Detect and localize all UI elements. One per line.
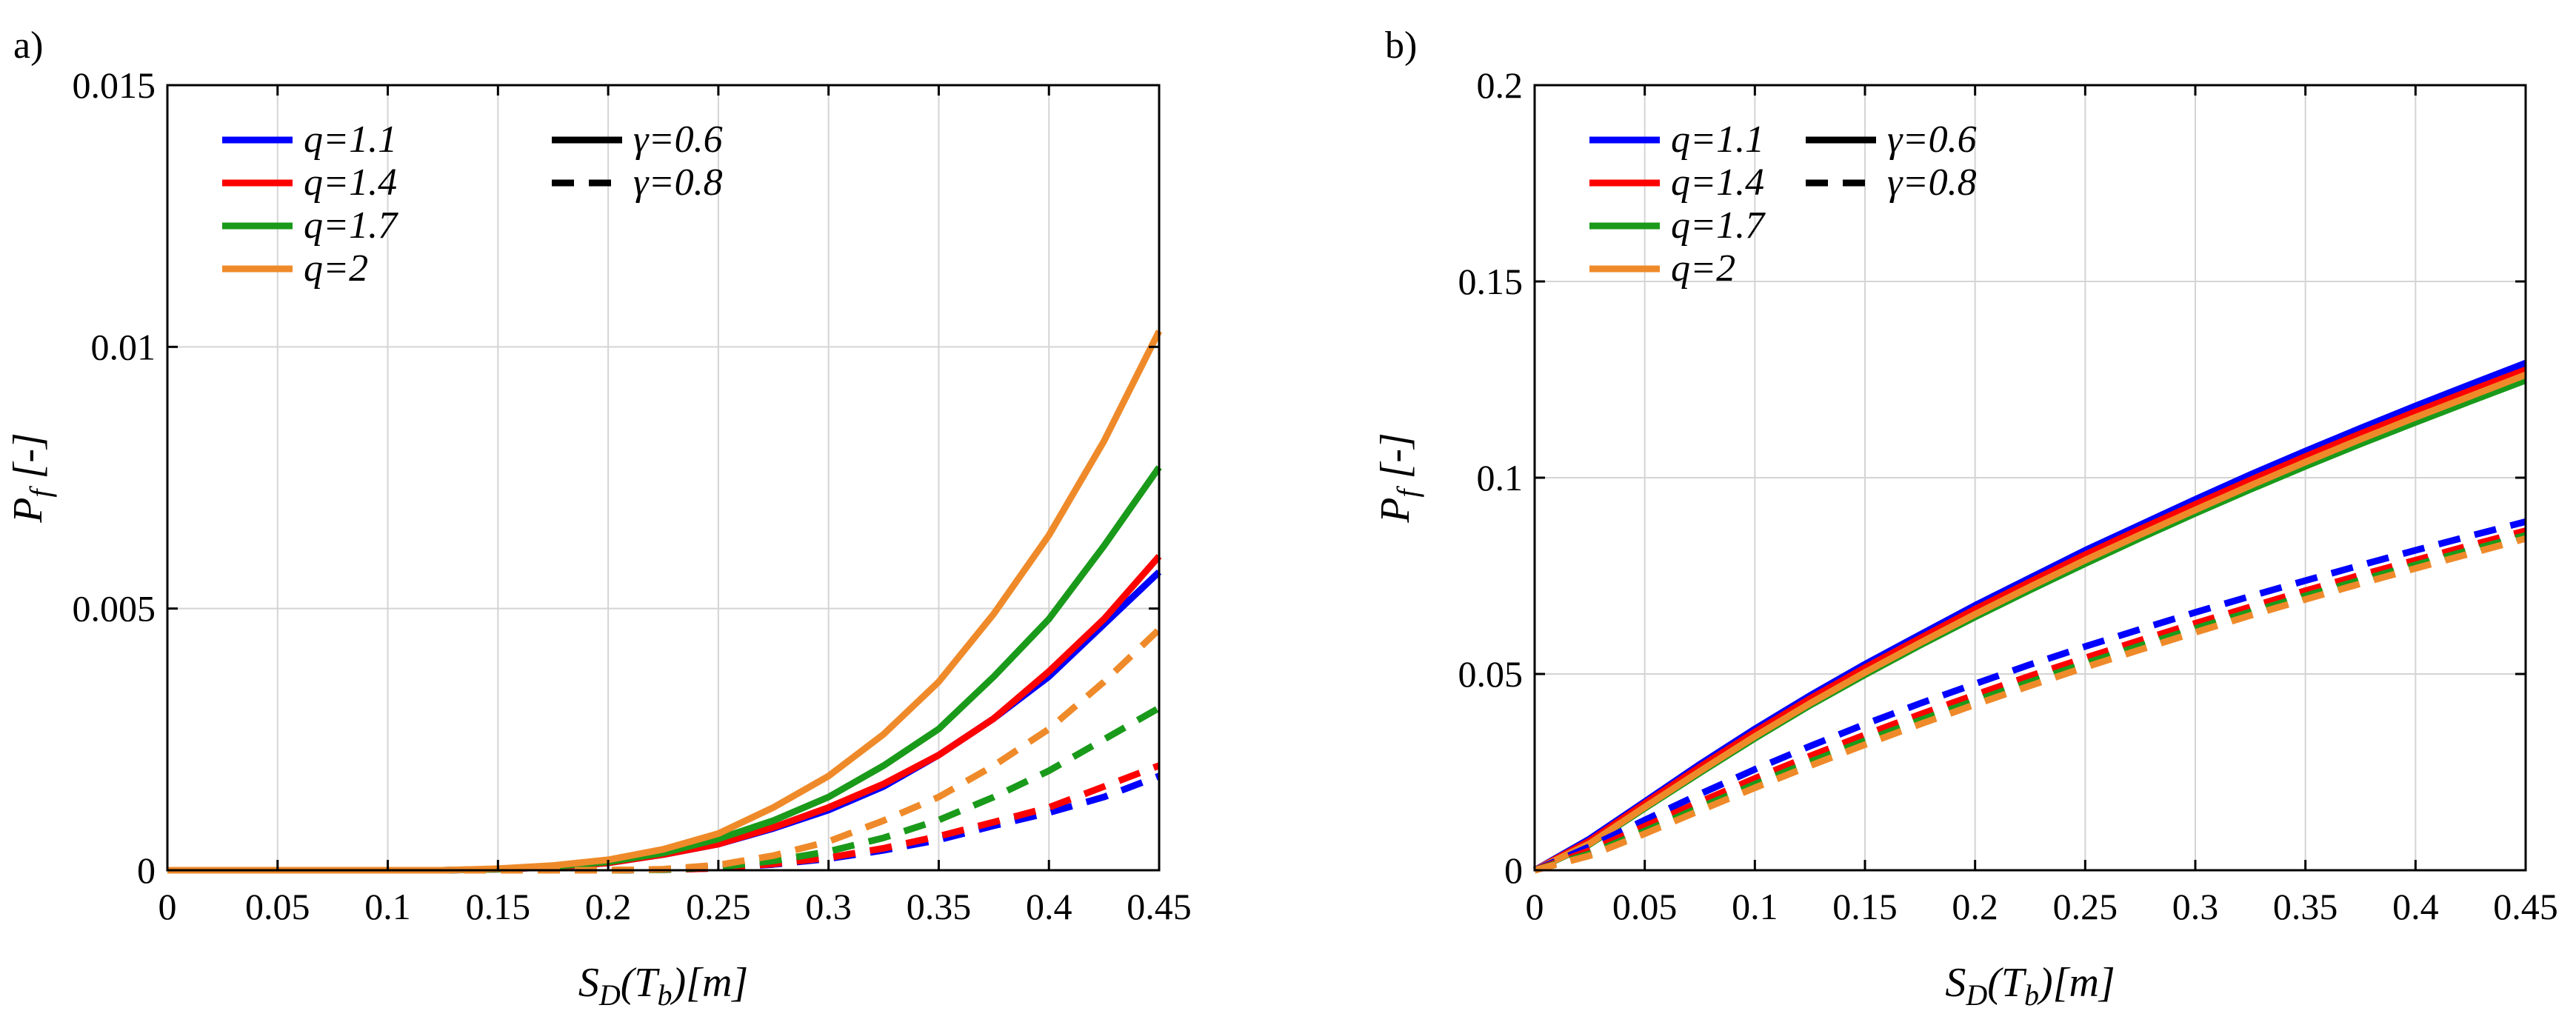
- x-tick-label: 0.25: [686, 886, 751, 927]
- x-tick-label: 0.35: [907, 886, 972, 927]
- series-line-q-1.4-0.8: [1533, 527, 2527, 874]
- legend-label: q=1.1: [304, 119, 397, 161]
- y-tick-label: 0.05: [1458, 653, 1524, 695]
- y-tick-label: 0: [1504, 850, 1523, 891]
- y-axis-label-part: [-]: [5, 433, 51, 489]
- legend-style-label: γ=0.8: [1887, 161, 1977, 204]
- x-axis-label-part: (T: [621, 960, 661, 1006]
- x-tick-label: 0.05: [1612, 886, 1678, 927]
- plot-area: [167, 85, 1159, 870]
- y-tick-label: 0.1: [1477, 457, 1524, 498]
- x-axis-label-part: b: [658, 978, 673, 1012]
- series-line-q-1.7-0.8: [1533, 532, 2527, 874]
- panel-label: a): [13, 24, 43, 67]
- x-axis-label-part: b: [2024, 978, 2039, 1012]
- legend-label: q=1.7: [1671, 204, 1766, 247]
- series-line-q-2-0.8: [1533, 535, 2527, 874]
- legend-label: q=1.7: [304, 204, 398, 247]
- y-tick-label: 0.005: [73, 588, 156, 630]
- x-tick-label: 0.1: [364, 886, 411, 927]
- x-axis-label-part: (T: [1987, 960, 2027, 1006]
- x-axis-label-part: )[m]: [2037, 960, 2115, 1006]
- x-axis-label-part: )[m]: [670, 960, 749, 1006]
- x-tick-label: 0: [159, 886, 177, 927]
- x-tick-label: 0.45: [1127, 886, 1192, 927]
- y-tick-label: 0.015: [73, 64, 156, 106]
- legend-label: q=1.4: [1671, 161, 1764, 204]
- axes-frame: [166, 84, 1161, 872]
- legend-label: q=1.1: [1671, 119, 1764, 161]
- panel-a: 0 0.05 0.1 0.15 0.2 0.25 0.3 0.35 0.4 0.45 0 0.005 0…: [5, 24, 1192, 1012]
- x-tick-label: 0.15: [1832, 886, 1898, 927]
- y-tick-label: 0.2: [1477, 64, 1524, 106]
- legend-style-label: γ=0.6: [633, 119, 723, 161]
- y-axis-label-part: P: [5, 498, 51, 524]
- legend-style-label: γ=0.6: [1887, 119, 1977, 161]
- x-tick-label: 0.2: [1952, 886, 1998, 927]
- legend-label: q=1.4: [304, 161, 397, 204]
- x-tick-label: 0.3: [805, 886, 852, 927]
- series-line-q-1.4-0.6: [1532, 367, 2527, 873]
- y-axis-label: Pf [-]: [1372, 433, 1424, 524]
- x-tick-label: 0.1: [1732, 886, 1778, 927]
- x-tick-label: 0.25: [2053, 886, 2118, 927]
- x-axis-label: SD(Tb)[m]: [1945, 960, 2115, 1012]
- legend: q=1.1q=1.4q=1.7q=2 γ=0.6γ=0.8: [222, 119, 723, 290]
- series-line-q-2-0.6: [1533, 371, 2527, 874]
- legend: q=1.1q=1.4q=1.7q=2 γ=0.6γ=0.8: [1589, 119, 1977, 290]
- x-tick-label: 0: [1526, 886, 1544, 927]
- panel-label: b): [1385, 24, 1417, 67]
- legend-label: q=2: [304, 247, 368, 290]
- x-tick-label: 0.4: [2392, 886, 2439, 927]
- y-axis-label-part: [-]: [1372, 433, 1418, 489]
- legend-label: q=2: [1671, 247, 1735, 290]
- x-tick-label: 0.2: [585, 886, 632, 927]
- x-tick-label: 0.4: [1026, 886, 1072, 927]
- panel-b: 0 0.05 0.1 0.15 0.2 0.25 0.3 0.35 0.4 0.45 0 0.05 0.…: [1372, 24, 2558, 1012]
- x-tick-label: 0.45: [2493, 886, 2558, 927]
- x-axis-label-part: D: [598, 978, 621, 1012]
- series-line-q-1.1-0.8: [1533, 518, 2527, 874]
- x-tick-label: 0.35: [2273, 886, 2338, 927]
- y-tick-label: 0.15: [1458, 261, 1524, 302]
- x-axis-label-part: D: [1965, 978, 1987, 1012]
- x-axis-label: SD(Tb)[m]: [578, 960, 748, 1012]
- x-axis-label-part: S: [578, 960, 599, 1006]
- x-tick-label: 0.05: [245, 886, 310, 927]
- legend-style-label: γ=0.8: [633, 161, 723, 204]
- x-tick-label: 0.3: [2172, 886, 2219, 927]
- y-axis-label: Pf [-]: [5, 433, 57, 524]
- y-tick-label: 0.01: [91, 326, 156, 367]
- y-tick-label: 0: [137, 850, 156, 891]
- y-axis-label-part: P: [1372, 498, 1418, 524]
- x-axis-label-part: S: [1945, 960, 1966, 1006]
- x-tick-label: 0.15: [466, 886, 531, 927]
